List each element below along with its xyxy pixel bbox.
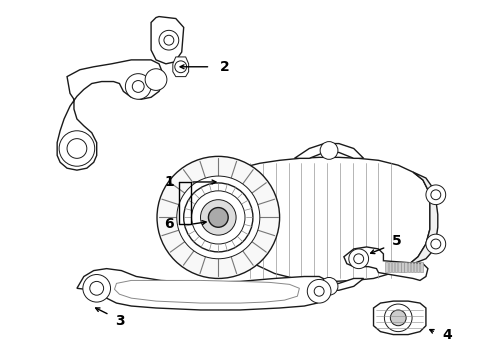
Polygon shape: [151, 17, 184, 64]
Circle shape: [90, 282, 103, 295]
Circle shape: [320, 278, 338, 295]
Circle shape: [431, 239, 441, 249]
Text: 5: 5: [392, 234, 401, 248]
Circle shape: [354, 254, 364, 264]
Circle shape: [157, 156, 280, 278]
Circle shape: [164, 35, 174, 45]
Circle shape: [307, 279, 331, 303]
Circle shape: [177, 176, 260, 259]
Polygon shape: [406, 172, 438, 267]
Polygon shape: [77, 269, 329, 310]
Bar: [411, 262, 413, 271]
Text: 1: 1: [164, 175, 174, 189]
Circle shape: [175, 61, 187, 73]
Text: 6: 6: [164, 217, 173, 231]
Circle shape: [384, 304, 412, 332]
Circle shape: [132, 81, 144, 93]
Bar: [398, 262, 400, 271]
Circle shape: [314, 286, 324, 296]
Bar: [404, 262, 407, 271]
Circle shape: [159, 30, 179, 50]
Bar: [414, 262, 416, 271]
Circle shape: [349, 249, 368, 269]
Polygon shape: [294, 144, 364, 158]
Text: 2: 2: [220, 60, 230, 74]
Circle shape: [200, 200, 236, 235]
Circle shape: [145, 69, 167, 90]
Bar: [389, 262, 391, 271]
Polygon shape: [294, 278, 364, 290]
Circle shape: [83, 275, 111, 302]
Circle shape: [67, 139, 87, 158]
Text: 4: 4: [443, 328, 453, 342]
Bar: [420, 262, 423, 271]
Bar: [392, 262, 394, 271]
Text: 3: 3: [115, 314, 124, 328]
Polygon shape: [344, 247, 428, 280]
Circle shape: [391, 310, 406, 326]
Polygon shape: [115, 280, 299, 303]
Circle shape: [208, 208, 228, 227]
Circle shape: [431, 190, 441, 200]
Circle shape: [320, 141, 338, 159]
Circle shape: [59, 131, 95, 166]
Bar: [417, 262, 419, 271]
Circle shape: [184, 183, 253, 252]
Bar: [408, 262, 410, 271]
Circle shape: [426, 234, 446, 254]
Polygon shape: [213, 157, 430, 282]
Bar: [386, 262, 388, 271]
Circle shape: [125, 74, 151, 99]
Polygon shape: [57, 60, 163, 170]
Polygon shape: [373, 301, 426, 334]
Circle shape: [426, 185, 446, 204]
Bar: [401, 262, 404, 271]
Bar: [395, 262, 397, 271]
Polygon shape: [173, 57, 189, 77]
Circle shape: [192, 191, 245, 244]
